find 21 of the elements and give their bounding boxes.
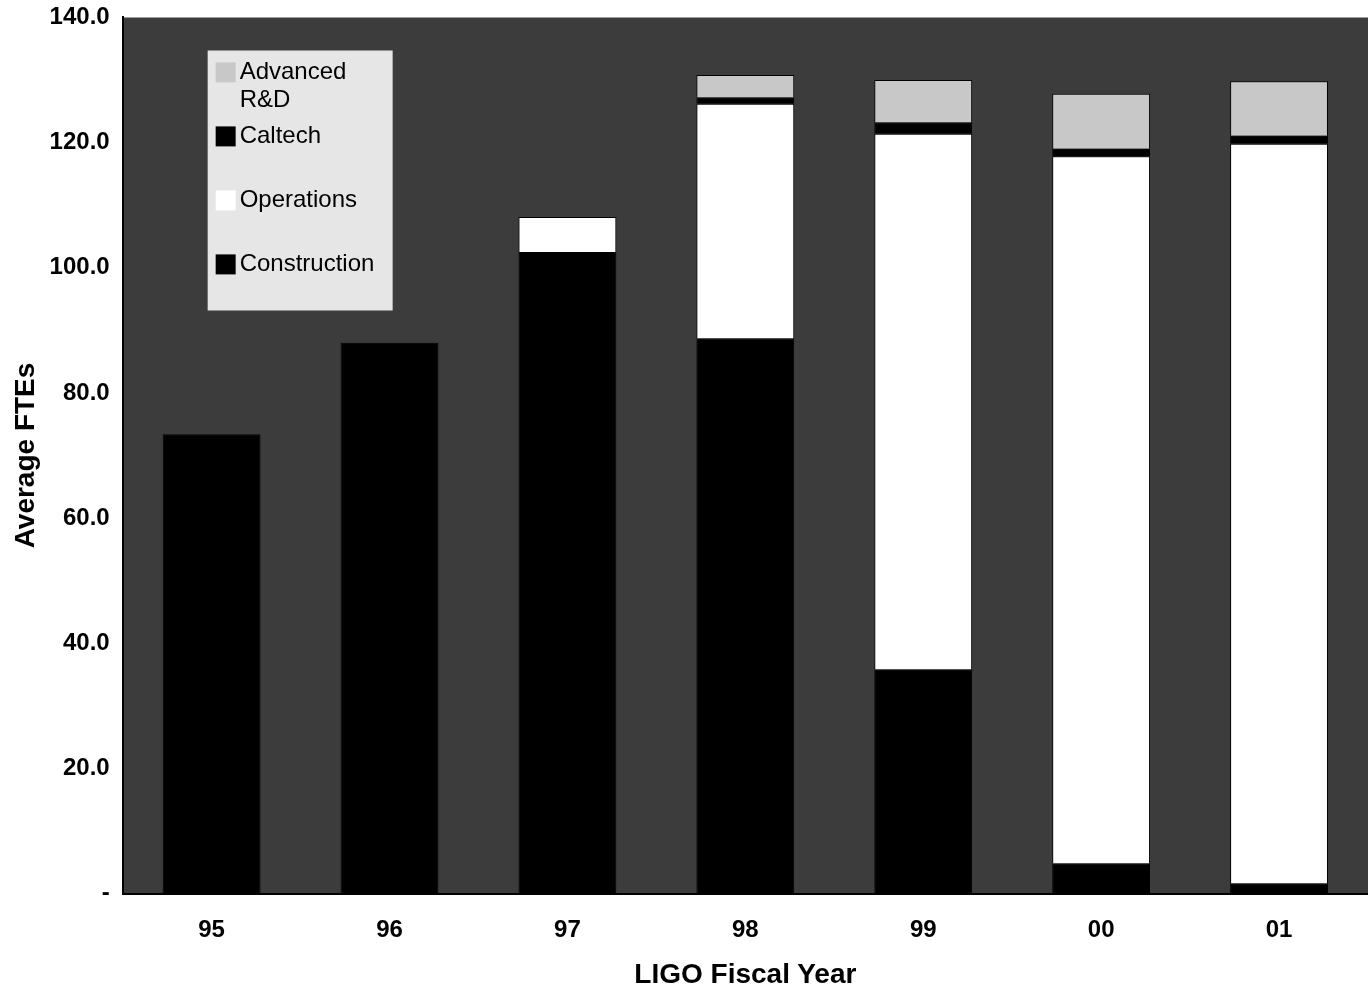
y-tick-label: 120.0: [49, 127, 110, 155]
y-tick-label: 140.0: [49, 2, 110, 30]
y-tick-label: -: [101, 878, 110, 906]
x-axis-title: LIGO Fiscal Year: [634, 957, 857, 989]
y-tick-label: 60.0: [62, 502, 110, 530]
legend-label: Caltech: [239, 121, 322, 149]
y-tick-label: 40.0: [62, 627, 110, 655]
legend-label: Construction: [239, 249, 375, 277]
x-tick-label: 95: [198, 914, 225, 942]
x-tick-label: 99: [909, 914, 937, 942]
legend-label: Advanced R&D: [239, 57, 347, 113]
y-tick-label: 80.0: [62, 377, 110, 405]
legend-label: Operations: [239, 185, 358, 213]
x-tick-label: 96: [376, 914, 403, 942]
y-tick-label: 20.0: [62, 753, 110, 781]
y-axis-title: Average FTEs: [8, 362, 40, 549]
x-tick-label: 97: [554, 914, 581, 942]
y-tick-label: 100.0: [49, 252, 110, 280]
x-tick-label: 98: [731, 914, 759, 942]
x-tick-label: 01: [1265, 914, 1293, 942]
x-tick-label: 00: [1087, 914, 1115, 942]
